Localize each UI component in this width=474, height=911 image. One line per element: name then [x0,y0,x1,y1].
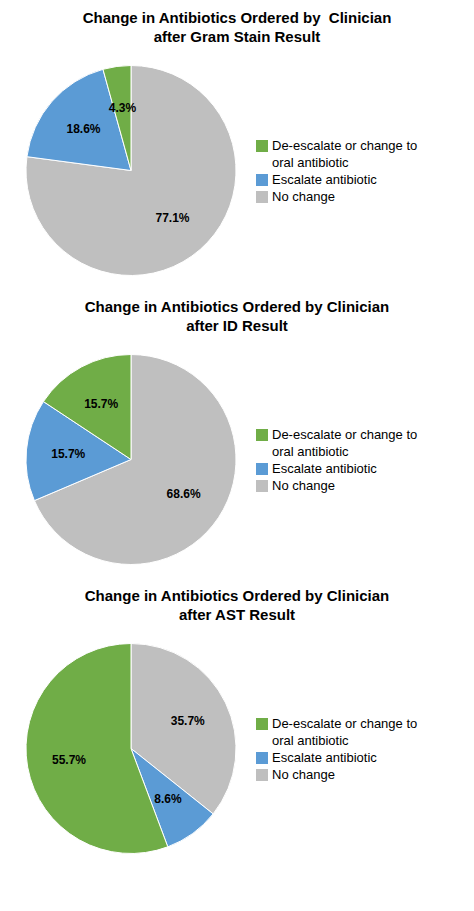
html-text:De-escalate or change to oral: De-escalate or change to oral antibiotic [272,137,418,170]
html-text:Change in Antibiotics Ordered: Change in Antibiotics Ordered by Clinici… [82,9,392,45]
svg-text:18.6%: 18.6% [66,122,100,136]
svg-text:4.3%: 4.3% [109,101,137,115]
svg-text:8.6%: 8.6% [154,792,182,806]
svg-text:68.6%: 68.6% [167,487,201,501]
html-text:De-escalate or change to oral: De-escalate or change to oral antibiotic [272,426,418,459]
html-text:No change: No change [272,766,335,782]
svg-text:15.7%: 15.7% [51,447,85,461]
html-text:Change in Antibiotics Ordered: Change in Antibiotics Ordered by Clinici… [84,587,390,623]
svg-text:77.1%: 77.1% [155,211,189,225]
html-text:No change: No change [272,188,335,204]
svg-text:35.7%: 35.7% [171,714,205,728]
svg-text:15.7%: 15.7% [84,397,118,411]
html-text:Change in Antibiotics Ordered: Change in Antibiotics Ordered by Clinici… [84,298,390,334]
html-text:Escalate antibiotic: Escalate antibiotic [272,749,377,765]
html-text:Escalate antibiotic: Escalate antibiotic [272,171,377,187]
svg-text:55.7%: 55.7% [52,753,86,767]
html-text:No change: No change [272,477,335,493]
html-text:Escalate antibiotic: Escalate antibiotic [272,460,377,476]
html-text:De-escalate or change to oral: De-escalate or change to oral antibiotic [272,715,418,748]
